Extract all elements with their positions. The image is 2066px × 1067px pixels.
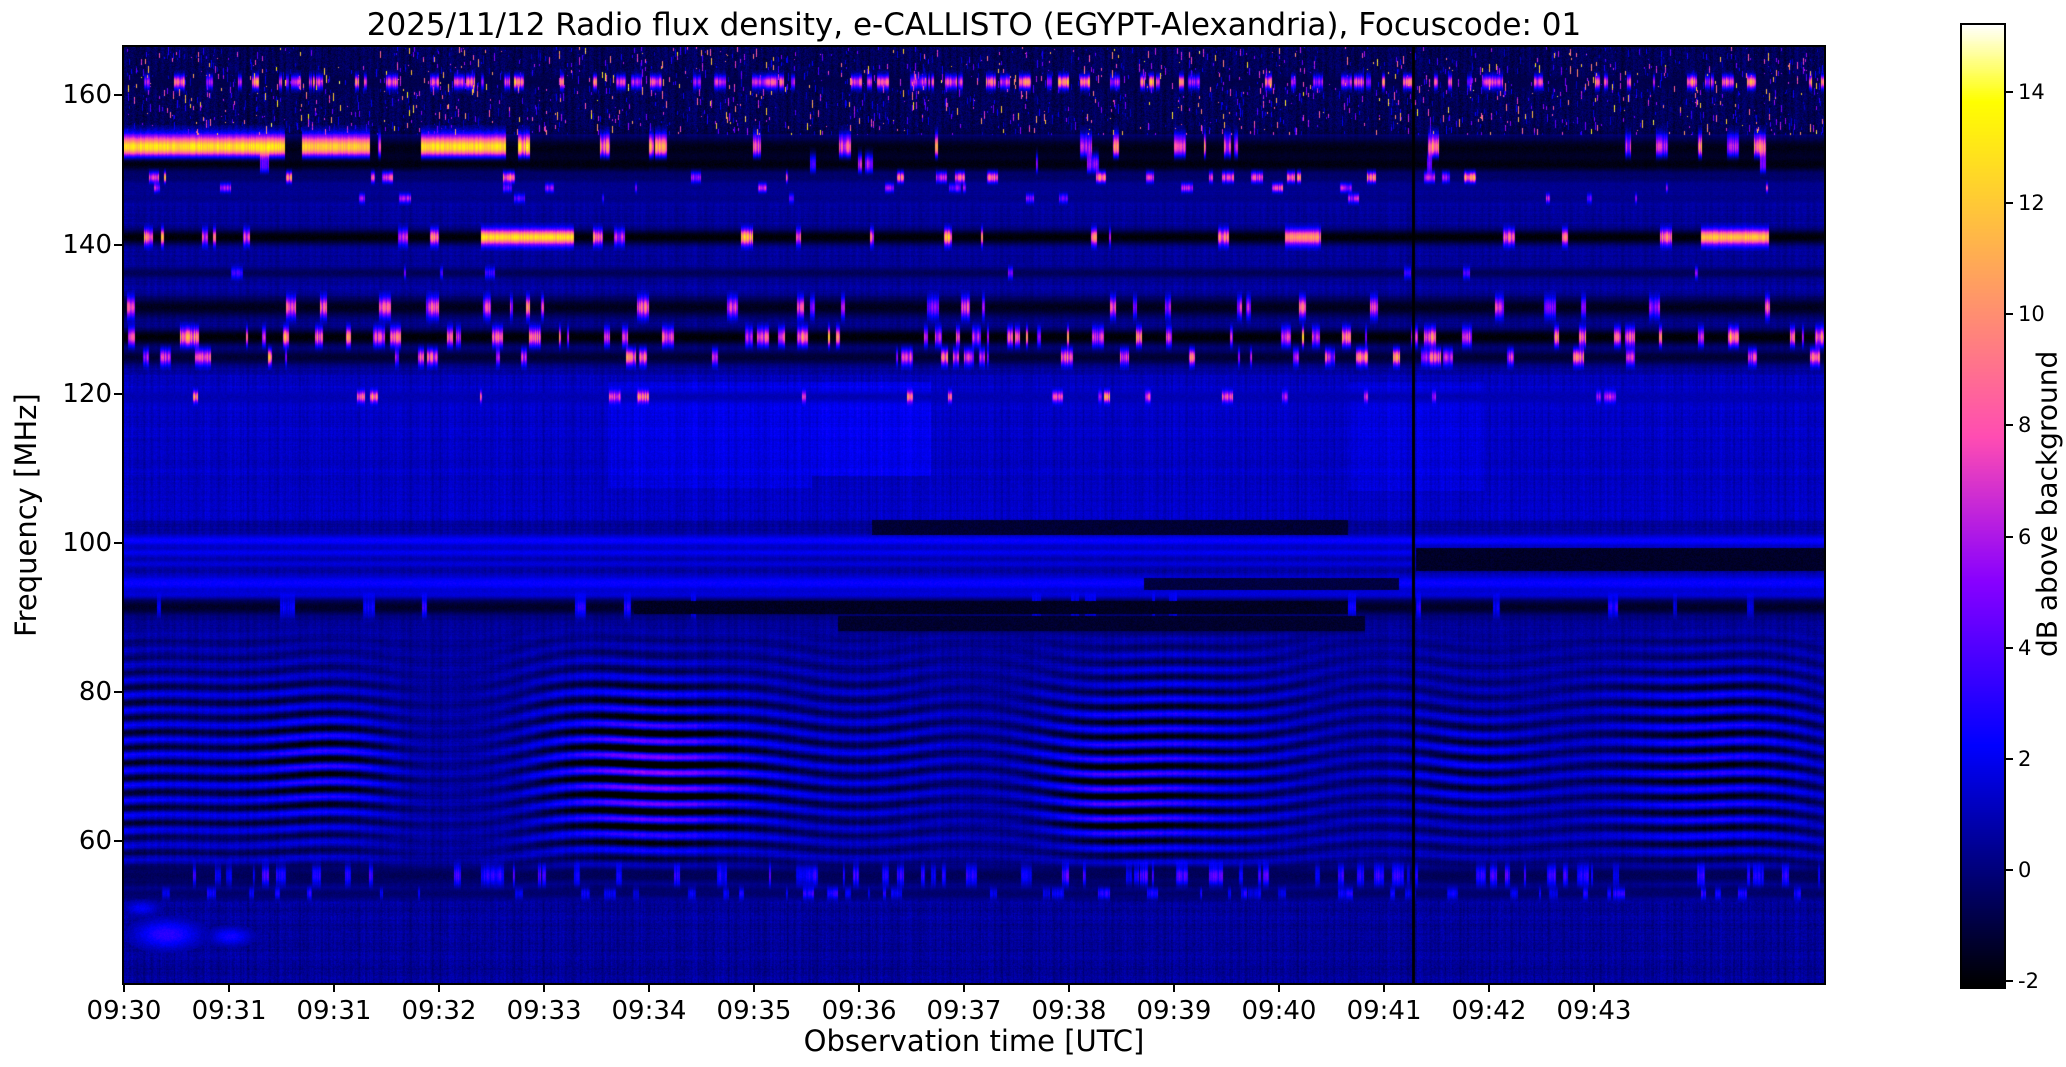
colorbar-tick-mark	[2006, 90, 2013, 93]
x-tick-label: 09:30	[86, 996, 162, 1026]
x-tick-mark	[858, 985, 861, 992]
spectrogram-heatmap	[122, 45, 1826, 985]
x-tick-mark	[1592, 985, 1595, 992]
x-tick-label: 09:38	[1031, 996, 1107, 1026]
colorbar-tick-mark	[2006, 424, 2013, 427]
x-tick-mark	[123, 985, 125, 992]
y-tick-mark	[114, 243, 122, 246]
x-tick-label: 09:39	[1136, 996, 1212, 1026]
x-tick-mark	[1383, 985, 1386, 992]
chart-title: 2025/11/12 Radio flux density, e-CALLIST…	[366, 7, 1582, 43]
x-tick-label: 09:40	[1241, 996, 1317, 1026]
x-tick-mark	[1068, 985, 1071, 992]
x-tick-label: 09:31	[191, 996, 267, 1026]
y-tick-mark	[114, 94, 122, 97]
colorbar-tick-mark	[2006, 980, 2013, 983]
colorbar-tick-mark	[2006, 646, 2013, 649]
x-tick-mark	[438, 985, 440, 992]
x-tick-mark	[543, 985, 546, 992]
x-tick-label: 09:41	[1346, 996, 1422, 1026]
y-tick-mark	[114, 691, 122, 694]
colorbar-gradient	[1960, 23, 2006, 989]
x-tick-label: 09:36	[821, 996, 897, 1026]
x-tick-label: 09:42	[1451, 996, 1527, 1026]
colorbar-tick-mark	[2006, 201, 2013, 204]
x-tick-mark	[228, 985, 231, 992]
x-tick-mark	[647, 985, 650, 992]
x-tick-label: 09:43	[1556, 996, 1632, 1026]
x-tick-mark	[1172, 985, 1175, 992]
colorbar-tick-mark	[2006, 313, 2013, 316]
y-tick-mark	[114, 541, 122, 544]
x-tick-label: 09:32	[401, 996, 477, 1026]
colorbar-tick-mark	[2006, 869, 2013, 872]
colorbar-label: dB above background	[2030, 350, 2064, 658]
x-tick-label: 09:35	[716, 996, 792, 1026]
x-tick-label: 09:34	[611, 996, 687, 1026]
x-tick-mark	[1487, 985, 1490, 992]
x-tick-mark	[332, 985, 335, 992]
y-tick-mark	[114, 840, 122, 843]
colorbar-tick-mark	[2006, 535, 2013, 538]
colorbar-tick-mark	[2006, 758, 2013, 760]
x-axis-label: Observation time [UTC]	[803, 1024, 1145, 1058]
x-tick-label: 09:33	[506, 996, 582, 1026]
x-tick-label: 09:31	[296, 996, 372, 1026]
x-tick-mark	[1277, 985, 1280, 992]
y-axis-label: Frequency [MHz]	[9, 393, 43, 637]
x-tick-mark	[962, 985, 965, 992]
y-tick-mark	[114, 392, 122, 395]
x-tick-label: 09:37	[926, 996, 1002, 1026]
x-tick-mark	[753, 985, 756, 992]
